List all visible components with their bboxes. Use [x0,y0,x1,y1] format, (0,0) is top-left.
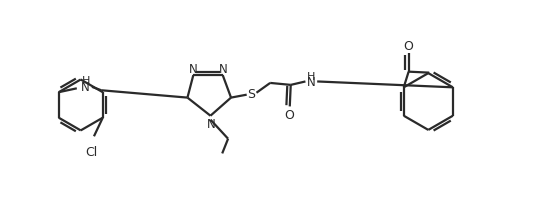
Text: H: H [82,76,90,85]
Text: H: H [307,71,315,81]
Text: N: N [307,76,316,89]
Text: O: O [403,40,413,53]
Text: N: N [219,62,228,75]
Text: S: S [248,88,256,101]
Text: N: N [206,117,215,130]
Text: N: N [81,81,90,93]
Text: N: N [189,62,197,75]
Text: Cl: Cl [85,145,98,158]
Text: O: O [285,108,294,121]
